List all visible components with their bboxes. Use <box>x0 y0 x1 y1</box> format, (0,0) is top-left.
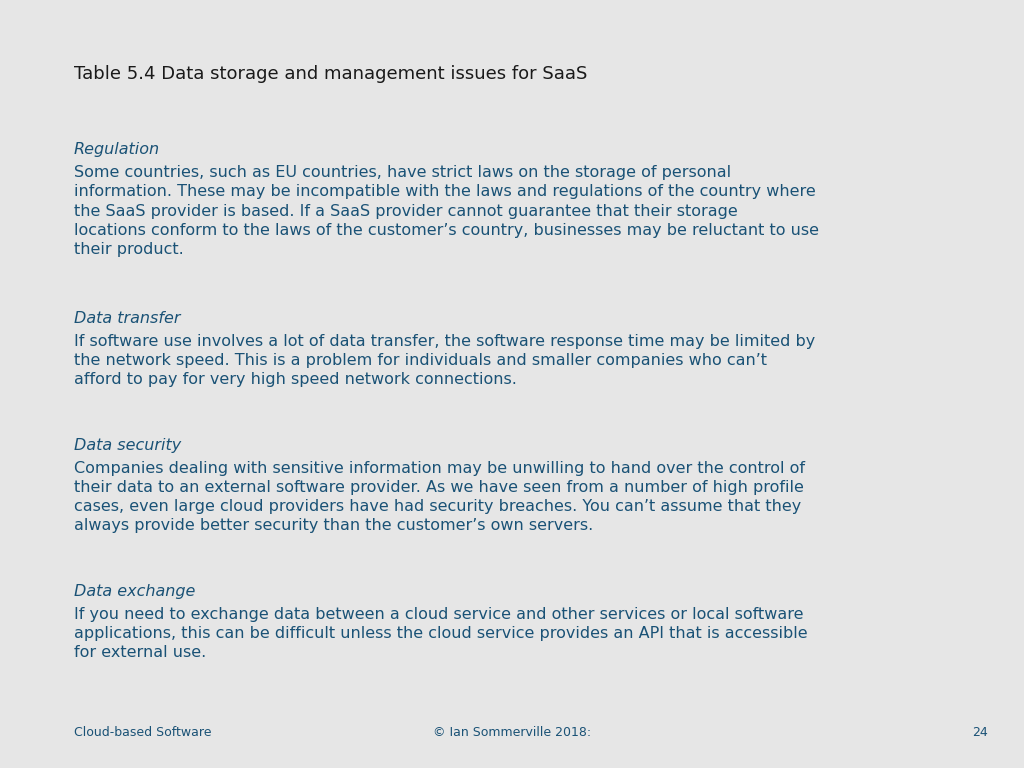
Text: Data security: Data security <box>74 438 181 453</box>
Text: Some countries, such as EU countries, have strict laws on the storage of persona: Some countries, such as EU countries, ha… <box>74 165 819 257</box>
Text: If software use involves a lot of data transfer, the software response time may : If software use involves a lot of data t… <box>74 334 815 388</box>
Text: Data transfer: Data transfer <box>74 311 180 326</box>
Text: If you need to exchange data between a cloud service and other services or local: If you need to exchange data between a c… <box>74 607 807 660</box>
Text: Table 5.4 Data storage and management issues for SaaS: Table 5.4 Data storage and management is… <box>74 65 587 83</box>
Text: 24: 24 <box>973 726 988 739</box>
Text: © Ian Sommerville 2018:: © Ian Sommerville 2018: <box>433 726 591 739</box>
Text: Cloud-based Software: Cloud-based Software <box>74 726 211 739</box>
Text: Data exchange: Data exchange <box>74 584 196 599</box>
Text: Companies dealing with sensitive information may be unwilling to hand over the c: Companies dealing with sensitive informa… <box>74 461 805 534</box>
Text: Regulation: Regulation <box>74 142 160 157</box>
